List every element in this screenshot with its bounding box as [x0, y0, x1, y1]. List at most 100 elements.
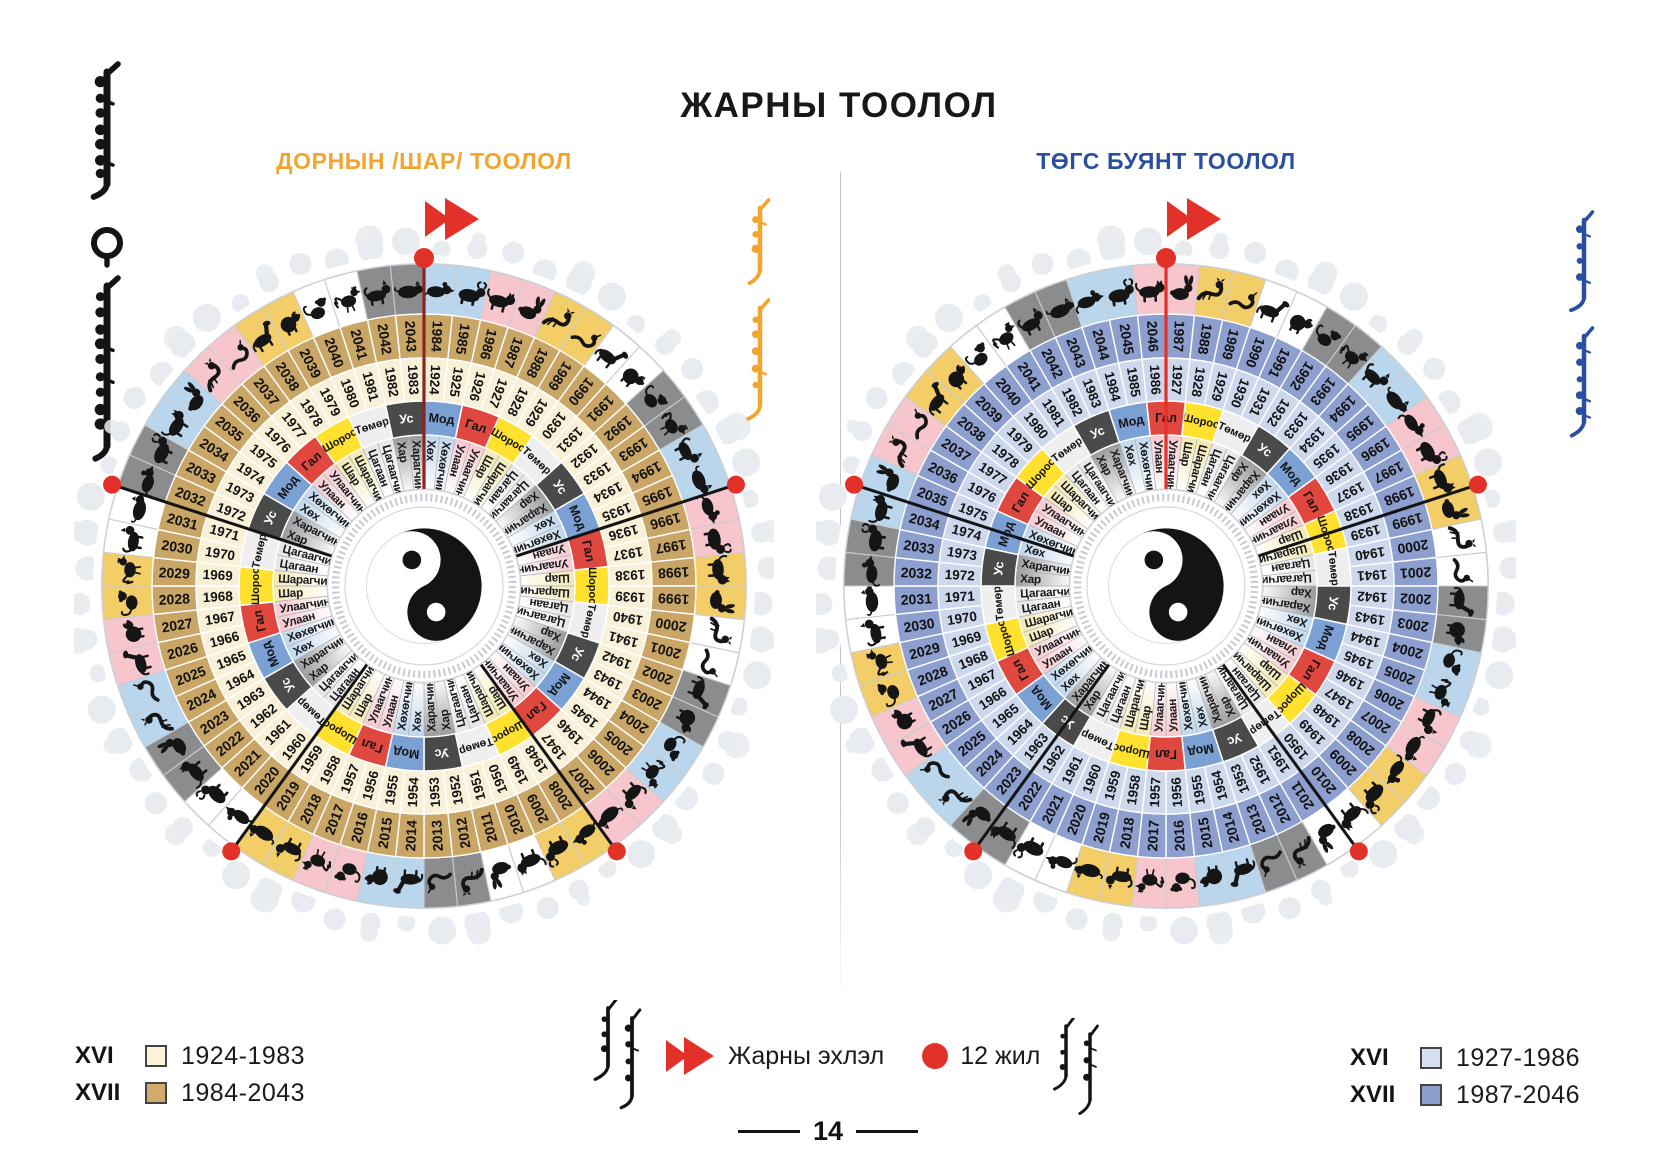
- svg-text:Ус: Ус: [568, 645, 586, 663]
- svg-text:2042: 2042: [375, 322, 396, 355]
- svg-text:2015: 2015: [375, 816, 396, 849]
- svg-text:2013: 2013: [428, 819, 446, 851]
- svg-text:Хар: Хар: [1020, 571, 1042, 586]
- svg-text:Ус: Ус: [1325, 596, 1340, 611]
- svg-text:Харагчин: Харагчин: [409, 440, 426, 493]
- legend-row: XVI 1924-1983: [75, 1042, 305, 1070]
- wheel-eastern-yellow-count: 19841924Хөх19851925Хөхөгчин19861926Улаан…: [74, 198, 774, 945]
- legend-row: XVII 1987-2046: [1350, 1081, 1580, 1109]
- svg-text:Ус: Ус: [1088, 423, 1106, 441]
- svg-text:1954: 1954: [405, 776, 422, 807]
- svg-text:Гал: Гал: [359, 736, 384, 756]
- cycle-start-flag-icon: [666, 1037, 714, 1075]
- svg-text:1988: 1988: [1195, 322, 1216, 355]
- cycle-range: 1927-1986: [1456, 1043, 1581, 1072]
- cycle-range: 1984-2043: [181, 1078, 306, 1107]
- svg-text:Мод: Мод: [1117, 412, 1145, 431]
- svg-text:2032: 2032: [900, 564, 932, 582]
- svg-text:Цагаан: Цагаан: [1021, 596, 1062, 616]
- svg-text:2044: 2044: [1090, 327, 1114, 361]
- page-title: ЖАРНЫ ТООЛОЛ: [680, 86, 998, 125]
- svg-text:2031: 2031: [165, 510, 199, 534]
- svg-text:Улаан: Улаан: [1151, 440, 1167, 474]
- svg-text:1989: 1989: [1219, 327, 1243, 361]
- svg-text:1925: 1925: [446, 366, 466, 398]
- page-number: 14: [813, 1116, 844, 1146]
- svg-text:1928: 1928: [1188, 366, 1208, 398]
- svg-text:2019: 2019: [1090, 810, 1114, 844]
- svg-text:2029: 2029: [158, 564, 190, 582]
- svg-text:1942: 1942: [1357, 589, 1388, 606]
- mongolian-script-top-left: [90, 61, 123, 462]
- svg-text:Улаагчин: Улаагчин: [1164, 440, 1181, 492]
- svg-text:1956: 1956: [1169, 776, 1186, 807]
- cycle-swatch: [145, 1045, 167, 1067]
- svg-text:1969: 1969: [950, 628, 983, 650]
- svg-text:2000: 2000: [1396, 537, 1429, 558]
- mongolian-script-right-edge: [1569, 210, 1595, 438]
- svg-text:2016: 2016: [1170, 819, 1188, 851]
- page-number-dash: [738, 1130, 800, 1133]
- legend-right-wheel: XVI 1927-1986 XVII 1987-2046: [1350, 1044, 1580, 1109]
- svg-text:1973: 1973: [946, 544, 978, 564]
- svg-text:2029: 2029: [907, 639, 941, 663]
- svg-text:2034: 2034: [907, 510, 941, 534]
- svg-text:1938: 1938: [614, 567, 645, 584]
- svg-text:1999: 1999: [657, 590, 689, 608]
- svg-text:Цагаан: Цагаан: [1270, 556, 1311, 576]
- svg-text:1957: 1957: [1147, 777, 1164, 808]
- svg-text:1971: 1971: [944, 589, 975, 606]
- svg-text:2012: 2012: [453, 816, 474, 849]
- svg-text:2016: 2016: [348, 810, 372, 844]
- svg-text:Хөх: Хөх: [1121, 443, 1140, 467]
- svg-text:Ус: Ус: [991, 561, 1006, 576]
- svg-text:1998: 1998: [657, 564, 689, 582]
- svg-text:Ус: Ус: [550, 477, 570, 497]
- svg-text:1924: 1924: [427, 364, 444, 395]
- svg-text:1996: 1996: [648, 510, 682, 534]
- legend-center: Жарны эхлэл 12 жил: [664, 1036, 1040, 1076]
- svg-text:2003: 2003: [1396, 615, 1429, 636]
- svg-text:Мод: Мод: [1187, 741, 1215, 760]
- cycle-numeral: XVI: [75, 1042, 114, 1069]
- svg-text:1927: 1927: [1169, 364, 1186, 395]
- cycle-swatch: [145, 1082, 167, 1104]
- svg-text:2045: 2045: [1117, 322, 1138, 355]
- svg-text:2002: 2002: [1399, 590, 1431, 608]
- svg-text:2046: 2046: [1144, 320, 1162, 352]
- svg-text:Харагчин: Харагчин: [422, 679, 439, 732]
- twelve-year-dot-icon: [922, 1043, 949, 1069]
- svg-text:Төмөр: Төмөр: [991, 585, 1007, 621]
- svg-text:Мод: Мод: [428, 411, 455, 428]
- svg-text:2017: 2017: [1144, 819, 1162, 851]
- svg-text:1937: 1937: [612, 544, 644, 564]
- svg-text:Ус: Ус: [399, 411, 414, 426]
- svg-text:Хар: Хар: [394, 441, 411, 464]
- svg-text:Хөх: Хөх: [409, 710, 424, 732]
- svg-text:1997: 1997: [654, 537, 687, 558]
- svg-text:1970: 1970: [946, 609, 978, 629]
- svg-text:Цагаагчин: Цагаагчин: [1254, 571, 1312, 588]
- svg-text:1972: 1972: [944, 567, 975, 584]
- svg-text:Гал: Гал: [1155, 747, 1177, 761]
- svg-text:2001: 2001: [648, 639, 682, 663]
- svg-text:Төмөр: Төмөр: [1325, 550, 1341, 586]
- svg-text:1939: 1939: [615, 589, 646, 606]
- svg-text:1999: 1999: [1390, 510, 1424, 534]
- svg-text:1987: 1987: [1170, 320, 1188, 352]
- svg-text:1986: 1986: [1147, 364, 1164, 395]
- cycle-swatch: [1420, 1047, 1442, 1069]
- svg-text:1940: 1940: [1354, 544, 1386, 564]
- svg-text:1958: 1958: [1124, 773, 1144, 805]
- svg-text:1953: 1953: [427, 776, 444, 807]
- svg-text:Шарагчин: Шарагчин: [513, 584, 570, 601]
- dot-legend-label: 12 жил: [960, 1041, 1041, 1070]
- svg-text:2015: 2015: [1195, 816, 1216, 849]
- subtitle-right-wheel: ТӨГС БУЯНТ ТООЛОЛ: [1036, 148, 1296, 174]
- svg-text:Хөх: Хөх: [424, 440, 439, 462]
- mongolian-script-legend-start: [593, 1000, 642, 1110]
- svg-text:1985: 1985: [453, 322, 474, 355]
- svg-text:Шар: Шар: [545, 571, 571, 586]
- svg-text:1955: 1955: [1188, 773, 1208, 805]
